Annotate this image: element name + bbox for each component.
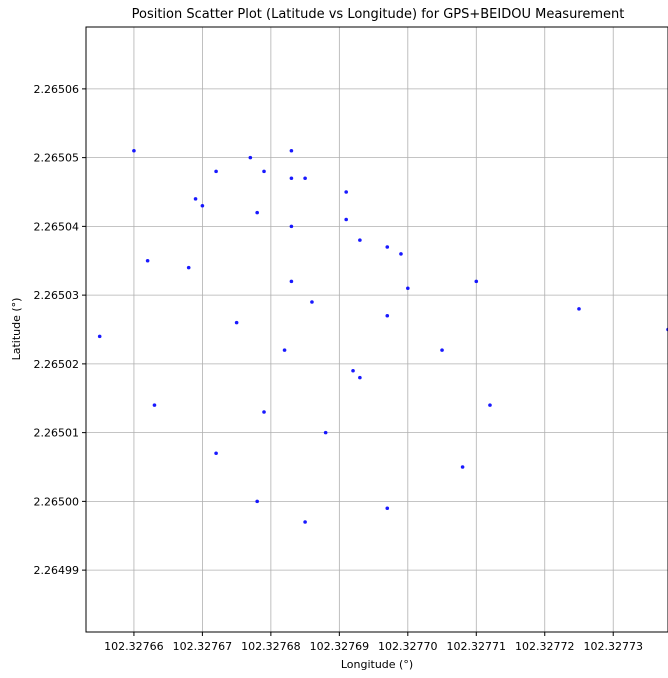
y-tick-label: 2.26505 bbox=[34, 152, 80, 165]
chart-title: Position Scatter Plot (Latitude vs Longi… bbox=[132, 7, 625, 22]
y-tick-label: 2.26503 bbox=[34, 289, 80, 302]
scatter-point bbox=[132, 148, 136, 153]
plot-frame bbox=[85, 26, 668, 633]
scatter-point bbox=[488, 403, 492, 407]
scatter-point bbox=[289, 279, 294, 284]
y-tick-label: 2.26499 bbox=[34, 564, 80, 577]
x-tick-label: 102.32771 bbox=[447, 640, 507, 653]
scatter-point bbox=[303, 520, 307, 524]
scatter-point bbox=[385, 506, 390, 511]
scatter-point bbox=[289, 148, 294, 153]
x-tick-label: 102.32766 bbox=[104, 640, 164, 653]
x-tick-label: 102.32769 bbox=[310, 640, 370, 653]
x-axis-label: Longitude (°) bbox=[341, 658, 413, 671]
scatter-point bbox=[310, 300, 314, 304]
scatter-point bbox=[440, 348, 444, 352]
scatter-point bbox=[289, 224, 294, 229]
scatter-point bbox=[289, 176, 294, 181]
scatter-point bbox=[255, 210, 259, 215]
scatter-point bbox=[214, 451, 218, 456]
y-axis-label: Latitude (°) bbox=[10, 298, 23, 361]
x-tick-label: 102.32768 bbox=[241, 640, 301, 653]
scatter-point bbox=[344, 190, 348, 194]
scatter-point bbox=[152, 403, 157, 407]
y-tick-label: 2.26506 bbox=[34, 83, 80, 96]
scatter-point bbox=[234, 320, 239, 325]
scatter-point bbox=[358, 238, 362, 242]
scatter-point bbox=[214, 169, 218, 174]
y-tick-label: 2.26500 bbox=[34, 495, 80, 508]
scatter-point bbox=[577, 307, 581, 311]
scatter-point bbox=[358, 375, 362, 380]
scatter-point bbox=[323, 430, 328, 435]
scatter-point bbox=[255, 499, 259, 504]
scatter-point bbox=[385, 245, 390, 249]
tick-layer: 102.32766 102.32767 102.32768 102.32769 102.… bbox=[34, 83, 643, 653]
scatter-point bbox=[262, 169, 266, 174]
scatter-point bbox=[351, 368, 355, 373]
y-tick-label: 2.26501 bbox=[34, 427, 80, 440]
scatter-point bbox=[262, 410, 266, 414]
data-layer bbox=[97, 148, 668, 524]
scatter-point bbox=[248, 155, 253, 160]
scatter-point bbox=[344, 217, 348, 222]
scatter-point bbox=[399, 252, 403, 256]
scatter-point bbox=[385, 313, 390, 318]
x-tick-label: 102.32772 bbox=[515, 640, 575, 653]
scatter-point bbox=[406, 286, 410, 291]
x-tick-label: 102.32767 bbox=[173, 640, 233, 653]
y-tick-label: 2.26504 bbox=[34, 220, 80, 233]
scatter-point bbox=[474, 279, 479, 284]
x-tick-label: 102.32773 bbox=[583, 640, 643, 653]
y-tick-label: 2.26502 bbox=[34, 358, 80, 371]
scatter-point bbox=[97, 334, 102, 339]
scatter-point bbox=[460, 465, 465, 469]
scatter-point bbox=[193, 197, 198, 201]
scatter-point bbox=[186, 265, 191, 270]
scatter-point bbox=[200, 203, 205, 208]
scatter-point bbox=[282, 348, 287, 352]
scatter-point bbox=[303, 176, 307, 181]
grid-layer bbox=[86, 27, 668, 632]
x-tick-label: 102.32770 bbox=[378, 640, 438, 653]
scatter-point bbox=[145, 258, 150, 263]
